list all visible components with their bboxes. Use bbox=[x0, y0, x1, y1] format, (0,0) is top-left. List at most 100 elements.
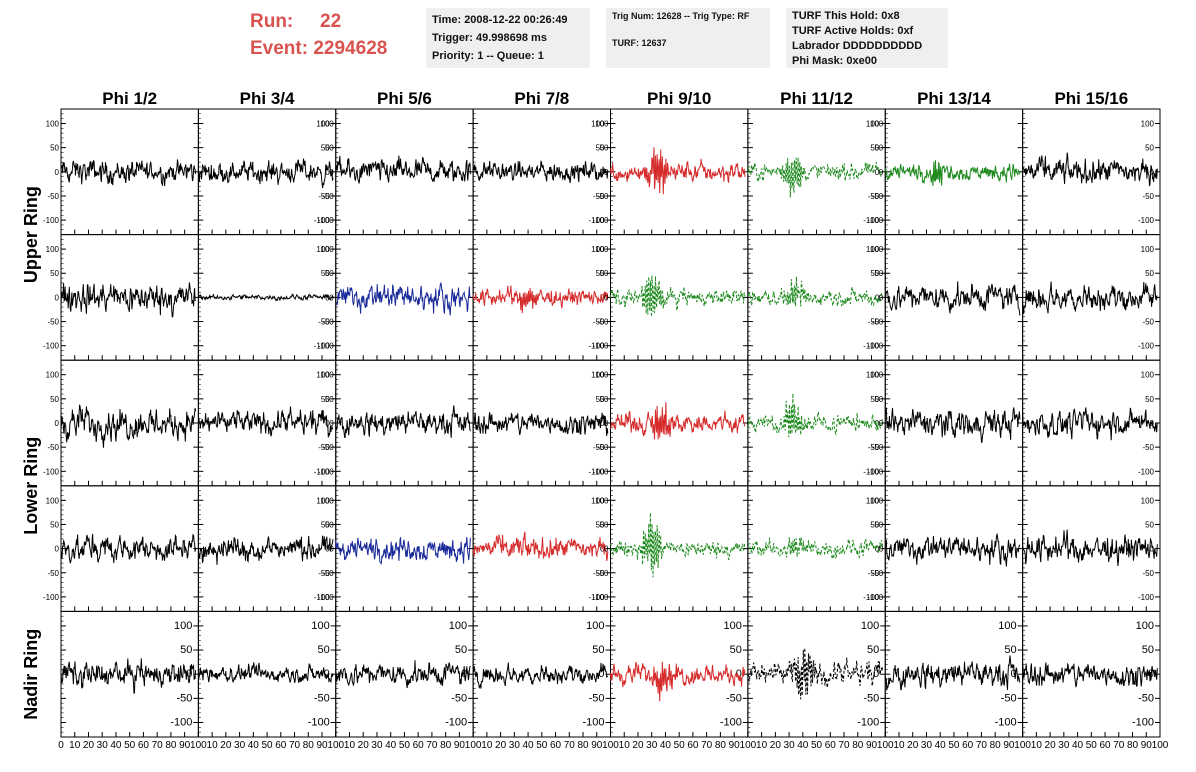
y-tick-label: 100 bbox=[591, 371, 605, 380]
run-label: Run: bbox=[250, 11, 294, 32]
x-tick-label: 10 bbox=[619, 740, 631, 751]
y-tick-label: -50 bbox=[593, 569, 605, 578]
trig-num-text: Trig Num: 12628 -- Trig Type: RF bbox=[612, 11, 750, 21]
column-title: Phi 13/14 bbox=[917, 89, 991, 108]
y-tick-label: 100 bbox=[311, 620, 329, 632]
y-tick-label: -100 bbox=[314, 342, 331, 351]
waveform-trace bbox=[1022, 407, 1158, 441]
x-tick-label: 90 bbox=[316, 740, 328, 751]
y-tick-label: -100 bbox=[318, 467, 335, 476]
waveform-trace bbox=[335, 281, 471, 316]
y-tick-label: 100 bbox=[320, 245, 334, 254]
y-tick-label: -100 bbox=[863, 216, 880, 225]
y-tick-label: 0 bbox=[598, 668, 604, 680]
ring-label: Nadir Ring bbox=[21, 629, 41, 720]
x-tick-label: 90 bbox=[1141, 740, 1153, 751]
y-tick-label: 100 bbox=[870, 496, 884, 505]
y-tick-label: 100 bbox=[591, 245, 605, 254]
x-tick-label: 40 bbox=[385, 740, 397, 751]
y-tick-label: 50 bbox=[596, 520, 605, 529]
y-tick-label: -50 bbox=[589, 692, 605, 704]
x-tick-label: 40 bbox=[797, 740, 809, 751]
y-tick-label: -100 bbox=[863, 342, 880, 351]
x-tick-label: 30 bbox=[509, 740, 521, 751]
y-tick-label: -100 bbox=[592, 593, 609, 602]
y-tick-label: -100 bbox=[592, 467, 609, 476]
y-tick-label: 50 bbox=[730, 644, 742, 656]
y-tick-label: 100 bbox=[724, 620, 742, 632]
y-tick-label: -50 bbox=[597, 443, 609, 452]
y-tick-label: 0 bbox=[736, 668, 742, 680]
y-tick-label: 100 bbox=[46, 496, 60, 505]
x-tick-label: 80 bbox=[852, 740, 864, 751]
waveform-trace bbox=[747, 536, 883, 561]
y-tick-label: -50 bbox=[1142, 192, 1154, 201]
y-tick-label: 100 bbox=[595, 371, 609, 380]
column-title: Phi 15/16 bbox=[1054, 89, 1128, 108]
y-tick-label: 50 bbox=[874, 144, 883, 153]
column-title: Phi 3/4 bbox=[240, 89, 295, 108]
y-tick-label: 50 bbox=[874, 395, 883, 404]
y-tick-label: 100 bbox=[320, 496, 334, 505]
y-tick-label: -50 bbox=[593, 318, 605, 327]
column-title: Phi 9/10 bbox=[647, 89, 711, 108]
x-tick-label: 20 bbox=[220, 740, 232, 751]
y-tick-label: -50 bbox=[597, 318, 609, 327]
y-tick-label: 0 bbox=[879, 293, 884, 302]
y-tick-label: -50 bbox=[868, 443, 880, 452]
x-tick-label: 60 bbox=[687, 740, 699, 751]
y-tick-label: 100 bbox=[866, 119, 880, 128]
x-tick-label: 70 bbox=[1113, 740, 1125, 751]
y-tick-label: 50 bbox=[50, 520, 59, 529]
x-tick-label: 60 bbox=[825, 740, 837, 751]
x-tick-label: 100 bbox=[1014, 740, 1031, 751]
y-tick-label: -100 bbox=[308, 717, 330, 729]
x-tick-label: 90 bbox=[1003, 740, 1015, 751]
x-tick-label: 60 bbox=[138, 740, 150, 751]
x-tick-label: 30 bbox=[97, 740, 109, 751]
y-tick-label: -50 bbox=[1142, 318, 1154, 327]
turf-hold-text: TURF This Hold: 0x8 bbox=[792, 10, 900, 22]
y-tick-label: 0 bbox=[1150, 545, 1155, 554]
y-tick-label: -50 bbox=[597, 192, 609, 201]
x-tick-label: 40 bbox=[660, 740, 672, 751]
x-tick-label: 40 bbox=[1072, 740, 1084, 751]
x-tick-label: 20 bbox=[358, 740, 370, 751]
y-tick-label: 100 bbox=[1136, 620, 1154, 632]
y-tick-label: -50 bbox=[1142, 569, 1154, 578]
y-tick-label: 0 bbox=[1011, 668, 1017, 680]
waveform-trace bbox=[198, 293, 334, 302]
y-tick-label: -50 bbox=[47, 192, 59, 201]
y-tick-label: 100 bbox=[1141, 496, 1155, 505]
y-tick-label: 50 bbox=[1145, 144, 1154, 153]
x-tick-label: 80 bbox=[990, 740, 1002, 751]
turf-active-text: TURF Active Holds: 0xf bbox=[792, 25, 914, 37]
y-tick-label: 50 bbox=[325, 395, 334, 404]
y-tick-label: -100 bbox=[43, 342, 60, 351]
panel-frame bbox=[610, 234, 749, 361]
y-tick-label: -50 bbox=[872, 569, 884, 578]
waveform-trace bbox=[197, 158, 334, 189]
y-tick-label: 50 bbox=[1004, 644, 1016, 656]
y-tick-label: -50 bbox=[322, 318, 334, 327]
y-tick-label: -100 bbox=[720, 717, 742, 729]
waveform-trace bbox=[472, 160, 609, 184]
y-tick-label: -100 bbox=[588, 216, 605, 225]
y-tick-label: -100 bbox=[318, 593, 335, 602]
x-tick-label: 100 bbox=[740, 740, 757, 751]
x-tick-label: 60 bbox=[1099, 740, 1111, 751]
waveform-trace bbox=[884, 281, 1021, 316]
y-tick-label: -50 bbox=[47, 569, 59, 578]
y-tick-label: 100 bbox=[586, 620, 604, 632]
y-tick-label: -50 bbox=[322, 443, 334, 452]
y-tick-label: 100 bbox=[866, 245, 880, 254]
y-tick-label: -50 bbox=[451, 692, 467, 704]
y-tick-label: -100 bbox=[318, 216, 335, 225]
y-tick-label: 50 bbox=[321, 269, 330, 278]
x-tick-label: 60 bbox=[275, 740, 287, 751]
y-tick-label: 0 bbox=[879, 419, 884, 428]
x-tick-label: 60 bbox=[550, 740, 562, 751]
x-tick-label: 10 bbox=[344, 740, 356, 751]
y-tick-label: 50 bbox=[596, 144, 605, 153]
